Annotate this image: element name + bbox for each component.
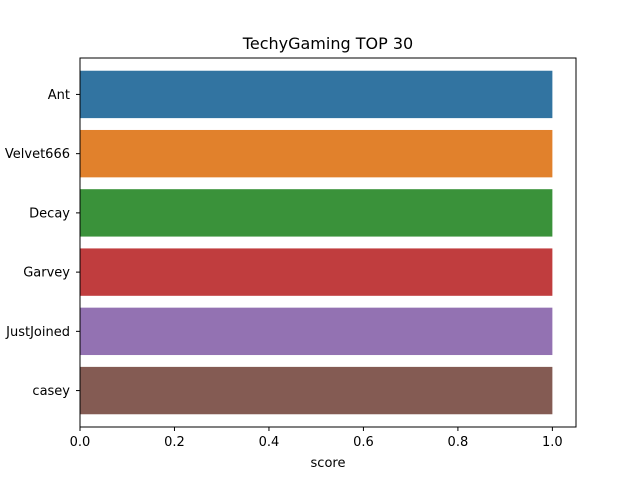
bar-justjoined <box>80 307 553 356</box>
y-tick-label: Garvey <box>23 266 70 281</box>
x-tick-label: 0.0 <box>70 435 91 450</box>
x-tick-label: 0.6 <box>353 435 374 450</box>
bar-garvey <box>80 248 553 296</box>
x-tick-label: 0.4 <box>259 435 280 450</box>
x-axis-label: score <box>311 456 346 471</box>
bar-velvet666 <box>80 129 553 178</box>
bar-casey <box>80 366 553 415</box>
bars-layer <box>80 70 553 415</box>
bar-decay <box>80 189 553 237</box>
plot-frame <box>79 57 577 428</box>
y-tick-label: casey <box>32 384 70 399</box>
x-tick-label: 0.8 <box>448 435 469 450</box>
chart-title: TechyGaming TOP 30 <box>242 34 413 53</box>
x-axis-ticks: 0.0 0.2 0.4 0.6 0.8 1.0 <box>70 427 563 450</box>
y-tick-label: JustJoined <box>5 325 70 340</box>
x-tick-label: 1.0 <box>542 435 563 450</box>
y-tick-label: Velvet666 <box>5 147 70 162</box>
bar-ant <box>80 70 553 119</box>
y-tick-label: Decay <box>29 206 70 221</box>
y-axis-ticks: Ant Velvet666 Decay Garvey JustJoined casey <box>5 88 80 399</box>
y-tick-label: Ant <box>48 88 70 103</box>
x-tick-label: 0.2 <box>164 435 185 450</box>
